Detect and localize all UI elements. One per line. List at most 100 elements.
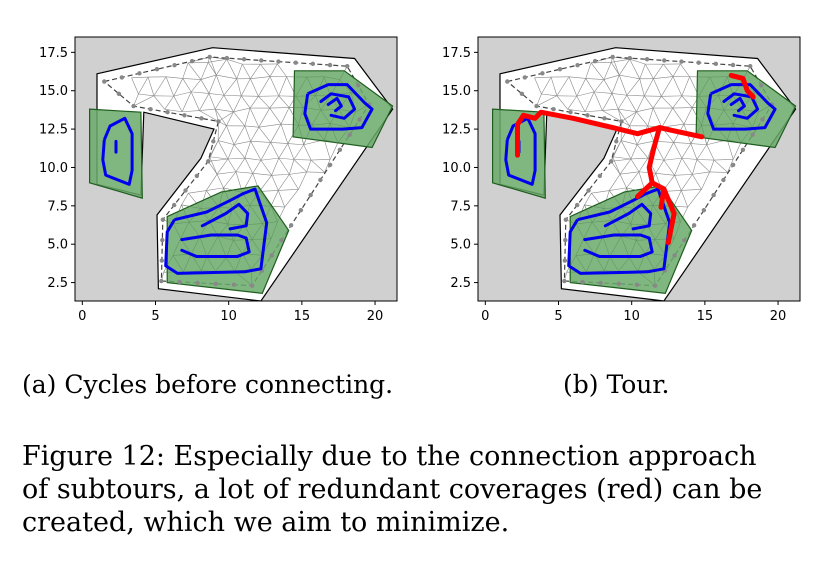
mesh-edge (727, 139, 734, 160)
boundary-node (580, 279, 585, 285)
mesh-edge (223, 187, 243, 193)
mesh-edge (594, 236, 604, 255)
mesh-edge (619, 58, 630, 76)
boundary-node (183, 188, 188, 193)
coverage-cycle (303, 83, 374, 131)
y-tick-label: 12.5 (39, 123, 68, 138)
boundary-node (276, 59, 281, 64)
mesh-edge (556, 95, 568, 110)
mesh-edge (630, 158, 640, 172)
boundary-node (327, 62, 333, 68)
mesh-edge (622, 207, 636, 209)
boundary-node (563, 237, 568, 243)
mesh-edge (609, 256, 619, 272)
mesh-edge (696, 159, 715, 161)
mesh-edge (208, 158, 228, 162)
mesh-edge (602, 236, 611, 257)
mesh-edge (690, 143, 707, 146)
mesh-edge (173, 221, 190, 225)
mesh-edge (626, 187, 636, 209)
mesh-edge (698, 95, 719, 97)
figure-caption: Figure 12: Especially due to the connect… (22, 440, 822, 539)
mesh-edge (727, 159, 734, 173)
mesh-edge (131, 77, 139, 95)
mesh-edge (626, 78, 640, 96)
mesh-edge (690, 143, 698, 160)
mesh-edge (626, 94, 645, 97)
mesh-edge (714, 159, 734, 161)
mesh-edge (181, 91, 192, 112)
mesh-edge (653, 76, 674, 79)
boundary-node (574, 202, 580, 208)
mesh-edge (131, 76, 149, 79)
mesh-edge (639, 64, 646, 79)
mesh-edge (226, 59, 238, 79)
boundary-node (154, 67, 160, 72)
boundary-node (159, 258, 165, 263)
mesh-edge (298, 171, 307, 190)
mesh-edge (233, 107, 251, 113)
mesh-edge (226, 240, 234, 258)
mesh-edge (216, 58, 227, 76)
mesh-edge (182, 78, 192, 93)
mesh-edge (701, 125, 707, 145)
mesh-edge (673, 190, 682, 207)
mesh-edge (629, 257, 639, 272)
mesh-edge (663, 160, 675, 176)
mesh-edge (593, 91, 603, 111)
mesh-edge (216, 174, 224, 189)
mesh-edge (638, 171, 656, 174)
mesh-edge (639, 78, 645, 96)
boundary-node (585, 113, 590, 118)
mesh-edge (208, 93, 216, 110)
mesh-edge (672, 107, 685, 125)
mesh-edge (249, 107, 260, 128)
mesh-edge (199, 236, 208, 257)
mesh-edge (227, 144, 235, 160)
mesh-edge (295, 96, 304, 108)
boundary-node (701, 207, 707, 213)
mesh-edge (226, 257, 236, 272)
mesh-edge (262, 206, 272, 224)
boundary-node (522, 75, 528, 80)
mesh-edge (636, 240, 646, 254)
boundary-node (308, 192, 313, 198)
mesh-edge (617, 95, 628, 110)
mesh-edge (709, 159, 715, 173)
boundary-node (540, 71, 545, 76)
boundary-node (602, 116, 607, 121)
mesh-edge (147, 77, 155, 96)
mesh-edge (630, 157, 648, 160)
boundary-node (691, 223, 697, 228)
mesh-edge (653, 78, 662, 97)
boundary-node (148, 106, 153, 112)
mesh-edge (630, 223, 648, 226)
coverage-cycle-inner (326, 96, 343, 113)
boundary-node (357, 117, 362, 122)
boundary-node (194, 173, 200, 179)
y-tick-label: 7.5 (47, 199, 68, 214)
mesh-edge (647, 107, 654, 127)
mesh-edge (260, 64, 271, 77)
y-tick-label: 10.0 (39, 161, 68, 176)
mesh-edge (636, 107, 654, 113)
mesh-edge (233, 239, 253, 241)
boundary-node (160, 237, 165, 243)
mesh-edge (180, 238, 192, 255)
mesh-edge (223, 171, 237, 189)
x-tick-label: 5 (151, 309, 159, 324)
y-tick-label: 5.0 (450, 238, 471, 253)
mesh-edge (199, 108, 216, 111)
mesh-edge (654, 223, 666, 240)
mesh-edge (270, 221, 278, 239)
boundary-node (171, 202, 177, 208)
mesh-edge (583, 222, 593, 239)
mesh-edge (223, 78, 237, 96)
mesh-edge (277, 190, 286, 208)
boundary-node (310, 61, 316, 67)
boundary-node (760, 117, 765, 122)
y-tick-label: 2.5 (47, 276, 68, 291)
mesh-edge (173, 91, 192, 97)
mesh-edge (244, 141, 251, 159)
boundary-node (224, 55, 230, 61)
